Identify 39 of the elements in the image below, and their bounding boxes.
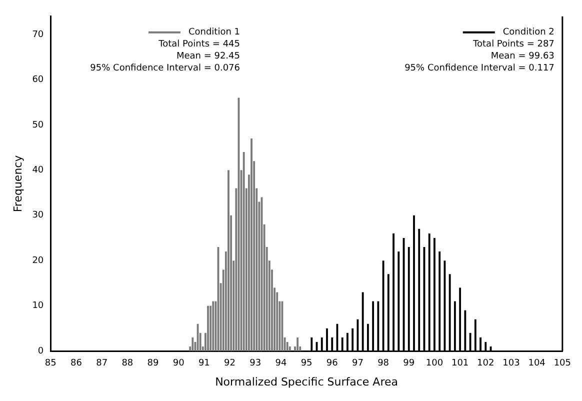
annotation: Total Points = 445 xyxy=(158,40,240,50)
annotation: 95% Confidence Interval = 0.117 xyxy=(404,64,554,74)
x-tick-label: 87 xyxy=(96,358,108,369)
x-tick-label: 99 xyxy=(403,358,415,369)
x-axis-title: Normalized Specific Surface Area xyxy=(215,375,398,388)
y-tick-label: 50 xyxy=(32,120,44,130)
x-tick-label: 101 xyxy=(451,358,469,369)
x-tick-label: 95 xyxy=(300,358,312,369)
x-tick-label: 105 xyxy=(554,358,572,369)
x-tick-label: 96 xyxy=(326,358,338,369)
x-tick-label: 91 xyxy=(198,358,210,369)
annotation: 95% Confidence Interval = 0.076 xyxy=(90,64,240,74)
x-tick-label: 103 xyxy=(502,358,520,369)
x-tick-label: 94 xyxy=(275,358,287,369)
y-tick-label: 20 xyxy=(32,256,44,266)
annotation: Total Points = 287 xyxy=(472,40,554,50)
x-tick-label: 88 xyxy=(122,358,134,369)
y-tick-label: 10 xyxy=(32,301,44,312)
y-axis-title: Frequency xyxy=(11,154,24,212)
x-tick-label: 97 xyxy=(352,358,364,369)
x-tick-label: 89 xyxy=(147,358,160,369)
x-tick-label: 90 xyxy=(172,358,185,369)
x-tick-label: 92 xyxy=(224,358,236,369)
x-tick-label: 100 xyxy=(426,358,444,369)
x-tick-label: 86 xyxy=(70,358,82,369)
x-tick-label: 85 xyxy=(44,358,56,369)
annotation: Mean = 99.63 xyxy=(490,52,554,62)
x-tick-label: 93 xyxy=(250,358,262,369)
legend-label: Condition 1 xyxy=(188,28,240,38)
y-tick-label: 0 xyxy=(38,346,44,356)
x-tick-label: 102 xyxy=(477,358,494,369)
x-tick-label: 104 xyxy=(528,358,546,369)
y-tick-label: 30 xyxy=(32,210,44,221)
y-tick-label: 60 xyxy=(32,75,44,86)
y-tick-label: 40 xyxy=(32,165,44,176)
annotation: Mean = 92.45 xyxy=(176,52,240,62)
x-tick-label: 98 xyxy=(378,358,390,369)
y-tick-label: 70 xyxy=(32,30,44,40)
legend-label: Condition 2 xyxy=(502,28,554,38)
